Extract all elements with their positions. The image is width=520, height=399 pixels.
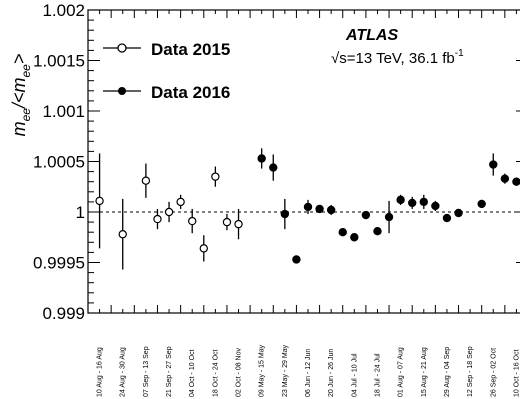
data-point-2016 bbox=[269, 163, 278, 172]
legend-entry-2015: Data 2015 bbox=[103, 40, 230, 59]
data-point-2015 bbox=[188, 216, 197, 226]
data-point-2016 bbox=[315, 204, 324, 214]
data-point-2016 bbox=[419, 197, 428, 207]
legend: Data 2015 Data 2016 bbox=[103, 40, 230, 102]
data-point-2015 bbox=[153, 214, 162, 224]
data-point-2016 bbox=[338, 227, 347, 237]
legend-marker-open bbox=[117, 43, 127, 53]
data-point-2016 bbox=[326, 205, 336, 215]
legend-label-2015: Data 2015 bbox=[151, 40, 230, 59]
data-point-2015 bbox=[141, 176, 151, 185]
x-tick-label: 18 Oct - 24 Oct bbox=[212, 349, 219, 397]
x-tick-label: 09 May - 15 May bbox=[259, 344, 266, 397]
data-point-2015 bbox=[222, 217, 232, 227]
y-tick-label: 0.999 bbox=[42, 304, 85, 323]
data-point-2016 bbox=[454, 208, 463, 218]
series-2015 bbox=[95, 153, 243, 270]
data-point-2015 bbox=[199, 244, 208, 253]
data-point-2016 bbox=[303, 202, 313, 212]
x-tick-label: 26 Sep - 02 Oct bbox=[490, 348, 497, 397]
data-point-2016 bbox=[442, 213, 452, 223]
x-tick-label: 04 Jul - 10 Jul bbox=[351, 353, 358, 397]
data-point-2016 bbox=[396, 195, 405, 205]
x-tick-label: 04 Oct - 10 Oct bbox=[189, 349, 196, 397]
series-2016 bbox=[257, 148, 520, 264]
y-tick-label: 1.0005 bbox=[33, 153, 85, 172]
x-tick-label: 29 Aug - 04 Sep bbox=[444, 347, 451, 397]
data-point-2016 bbox=[500, 174, 510, 183]
x-tick-label: 20 Jun - 26 Jun bbox=[328, 349, 335, 397]
data-point-2015 bbox=[211, 172, 220, 181]
data-point-2015 bbox=[176, 197, 185, 207]
data-point-2016 bbox=[292, 255, 301, 264]
data-point-2016 bbox=[408, 198, 417, 208]
data-point-2016 bbox=[373, 226, 382, 236]
y-tick-label: 1 bbox=[76, 203, 85, 222]
data-point-2015 bbox=[164, 207, 174, 217]
data-point-2016 bbox=[512, 177, 520, 186]
data-point-2016 bbox=[384, 212, 394, 222]
x-tick-label: 15 Aug - 21 Aug bbox=[421, 347, 428, 397]
y-axis: 0.999 0.9995 1 1.0005 1.001 1.0015 1.002 bbox=[33, 1, 520, 323]
x-tick-label: 23 May - 29 May bbox=[282, 344, 289, 397]
legend-marker-filled bbox=[118, 87, 126, 95]
data-point-2016 bbox=[280, 209, 290, 219]
atlas-label: ATLAS bbox=[345, 27, 398, 44]
y-tick-label: 1.0015 bbox=[33, 52, 85, 71]
y-tick-label: 1.001 bbox=[42, 102, 85, 121]
legend-entry-2016: Data 2016 bbox=[103, 83, 230, 102]
x-tick-label: 10 Aug - 16 Aug bbox=[97, 347, 104, 397]
data-point-2016 bbox=[361, 210, 371, 220]
x-tick-label: 07 Sep - 13 Sep bbox=[143, 346, 150, 397]
y-tick-label: 0.9995 bbox=[33, 254, 85, 273]
x-tick-label: 06 Jun - 12 Jun bbox=[305, 349, 312, 397]
data-point-2015 bbox=[234, 219, 243, 229]
y-axis-label: mee/<mee> bbox=[9, 54, 33, 137]
x-tick-label: 21 Sep - 27 Sep bbox=[166, 346, 173, 397]
data-point-2016 bbox=[489, 160, 498, 169]
legend-label-2016: Data 2016 bbox=[151, 83, 230, 102]
data-point-2016 bbox=[257, 154, 266, 163]
y-tick-label: 1.002 bbox=[42, 1, 85, 20]
x-tick-label: 01 Aug - 07 Aug bbox=[398, 347, 405, 397]
data-point-2015 bbox=[95, 196, 104, 206]
x-tick-label: 24 Aug - 30 Aug bbox=[120, 347, 127, 397]
x-tick-label: 12 Sep - 18 Sep bbox=[467, 346, 474, 397]
data-series bbox=[95, 148, 520, 270]
energy-label: √s=13 TeV, 36.1 fb-1 bbox=[331, 48, 464, 67]
x-axis: 10 Aug - 16 Aug 24 Aug - 30 Aug 07 Sep - 1… bbox=[87, 10, 520, 397]
x-tick-label: 02 Oct - 08 Nov bbox=[236, 347, 243, 397]
data-point-2016 bbox=[350, 233, 359, 242]
data-point-2016 bbox=[477, 199, 486, 209]
data-point-2016 bbox=[431, 201, 440, 211]
x-tick-label: 18 Jul - 24 Jul bbox=[374, 353, 381, 397]
x-tick-label: 10 Oct - 16 Oct bbox=[513, 349, 520, 397]
data-point-2015 bbox=[118, 230, 127, 239]
